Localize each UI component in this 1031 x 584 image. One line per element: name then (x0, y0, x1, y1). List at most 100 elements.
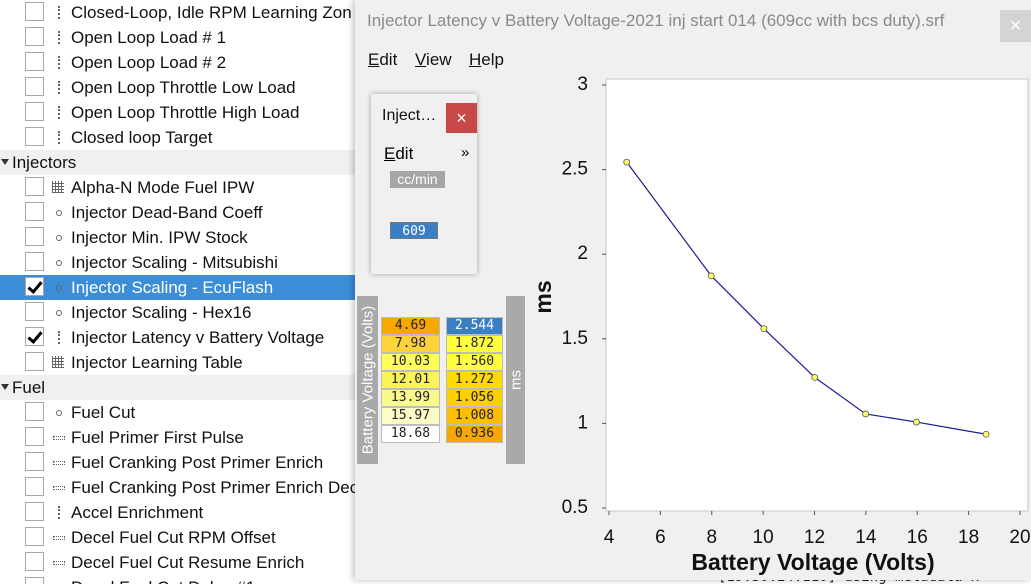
tree-label: Decel Fuel Cut RPM Offset (71, 528, 276, 547)
tree-label: Open Loop Throttle Low Load (71, 78, 296, 97)
tree-item[interactable]: Fuel Cranking Post Primer Enrich Dec (0, 475, 360, 500)
checkbox[interactable] (25, 227, 44, 246)
x-cell[interactable]: 18.68 (381, 425, 440, 443)
item-icon (58, 81, 62, 94)
checkbox[interactable] (25, 527, 44, 546)
window-title: Injector Latency v Battery Voltage-2021 … (367, 11, 945, 30)
checkbox[interactable] (25, 127, 44, 146)
x-cell[interactable]: 13.99 (381, 389, 440, 407)
tree-label: Alpha-N Mode Fuel IPW (71, 178, 255, 197)
checkbox[interactable] (25, 552, 44, 571)
popup-title: Inject… (382, 107, 437, 124)
tree-item[interactable]: Alpha-N Mode Fuel IPW (0, 175, 360, 200)
checkbox[interactable] (25, 177, 44, 196)
tree-item[interactable]: Injector Scaling - EcuFlash (0, 275, 360, 300)
tree-item[interactable]: Open Loop Load # 2 (0, 50, 360, 75)
checkbox[interactable] (25, 202, 44, 221)
item-icon (58, 506, 62, 519)
close-button[interactable]: × (1000, 10, 1031, 42)
expand-arrow[interactable] (1, 384, 9, 390)
tree-item[interactable]: Injector Dead-Band Coeff (0, 200, 360, 225)
value-cell[interactable]: 1.272 (446, 371, 503, 389)
tree-label: Decel Fuel Cut Delay #1 (71, 575, 255, 584)
checkbox[interactable] (25, 102, 44, 121)
tree-item[interactable]: Injector Latency v Battery Voltage (0, 325, 360, 350)
tree-item[interactable]: Open Loop Throttle Low Load (0, 75, 360, 100)
value-cell[interactable]: 1.872 (446, 335, 503, 353)
checkbox[interactable] (25, 252, 44, 271)
item-icon (53, 436, 65, 440)
expand-arrow[interactable] (1, 159, 9, 165)
x-cell[interactable]: 12.01 (381, 371, 440, 389)
x-cell[interactable]: 10.03 (381, 353, 440, 371)
tree-item[interactable]: Injector Scaling - Hex16 (0, 300, 360, 325)
tree-category[interactable]: Injectors (0, 150, 360, 175)
y-axis-header: ms (506, 296, 525, 464)
tree-item[interactable]: Open Loop Throttle High Load (0, 100, 360, 125)
menu-item[interactable]: Edit (384, 144, 414, 163)
tree-panel: Closed-Loop, Idle RPM Learning Zon Open L… (0, 0, 360, 584)
tree-label: Injector Learning Table (71, 353, 243, 372)
menu-overflow[interactable]: » (461, 144, 470, 161)
item-icon (56, 310, 62, 316)
tree-item[interactable]: Injector Learning Table (0, 350, 360, 375)
checkbox[interactable] (25, 427, 44, 446)
tree-label: Injector Dead-Band Coeff (71, 203, 263, 222)
tree-label: Closed-Loop, Idle RPM Learning Zon (71, 3, 352, 22)
tree-item[interactable]: Injector Scaling - Mitsubishi (0, 250, 360, 275)
tree-item[interactable]: Closed-Loop, Idle RPM Learning Zon (0, 0, 360, 25)
checkbox[interactable] (25, 302, 44, 321)
value-cell[interactable]: 0.936 (446, 425, 503, 443)
item-icon (58, 6, 62, 19)
tree-label: Decel Fuel Cut Resume Enrich (71, 553, 305, 572)
value-cell[interactable]: 1.008 (446, 407, 503, 425)
item-icon (53, 536, 65, 540)
value-cell[interactable]: 2.544 (446, 317, 503, 335)
checkbox[interactable] (25, 402, 44, 421)
checkbox[interactable] (25, 52, 44, 71)
tree-item[interactable]: Decel Fuel Cut Resume Enrich (0, 550, 360, 575)
close-button[interactable]: × (446, 103, 477, 133)
checkbox[interactable] (25, 77, 44, 96)
item-icon (58, 331, 62, 344)
x-cell[interactable]: 7.98 (381, 335, 440, 353)
tree-item[interactable]: Decel Fuel Cut RPM Offset (0, 525, 360, 550)
menu-item[interactable]: Help (469, 50, 504, 69)
tree-label: Open Loop Load # 2 (71, 53, 227, 72)
tree-item[interactable]: Closed loop Target (0, 125, 360, 150)
menu-item[interactable]: Edit (368, 50, 398, 69)
item-icon (56, 285, 62, 291)
checkbox[interactable] (25, 277, 44, 296)
checkbox[interactable] (25, 2, 44, 21)
tree-item[interactable]: Fuel Cut (0, 400, 360, 425)
tree-label: Injector Latency v Battery Voltage (71, 328, 325, 347)
checkbox[interactable] (25, 502, 44, 521)
tree-item[interactable]: Open Loop Load # 1 (0, 25, 360, 50)
value-cell[interactable]: 1.560 (446, 353, 503, 371)
x-cell[interactable]: 4.69 (381, 317, 440, 335)
tree-label: Accel Enrichment (71, 503, 204, 522)
tree-item[interactable]: Decel Fuel Cut Delay #1 (0, 575, 360, 584)
menu-item[interactable]: View (415, 50, 452, 69)
tree-item[interactable]: Fuel Cranking Post Primer Enrich (0, 450, 360, 475)
item-icon (58, 31, 62, 44)
checkbox[interactable] (25, 352, 44, 371)
value-cell[interactable]: 1.056 (446, 389, 503, 407)
checkbox[interactable] (25, 327, 44, 346)
checkbox[interactable] (25, 577, 44, 584)
checkbox[interactable] (25, 27, 44, 46)
checkbox[interactable] (25, 477, 44, 496)
tree-item[interactable]: Accel Enrichment (0, 500, 360, 525)
tree-label: Fuel Primer First Pulse (71, 428, 244, 447)
checkbox[interactable] (25, 452, 44, 471)
item-icon (56, 410, 62, 416)
y-axis-header-text: ms (507, 370, 524, 390)
item-icon (58, 56, 62, 69)
unit-value[interactable]: 609 (390, 222, 438, 239)
tree-item[interactable]: Injector Min. IPW Stock (0, 225, 360, 250)
tree-category[interactable]: Fuel (0, 375, 360, 400)
x-axis-header: Battery Voltage (Volts) (357, 296, 378, 464)
x-cell[interactable]: 15.97 (381, 407, 440, 425)
tree-item[interactable]: Fuel Primer First Pulse (0, 425, 360, 450)
